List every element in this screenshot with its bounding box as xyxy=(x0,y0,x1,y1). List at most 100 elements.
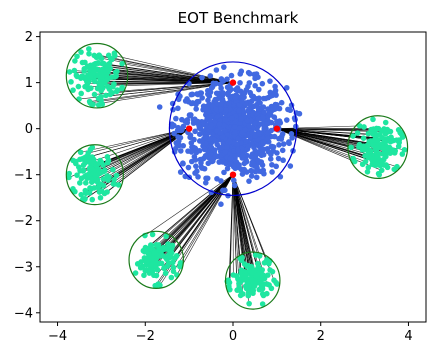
source-point xyxy=(193,106,199,112)
target-point xyxy=(266,260,272,267)
source-point xyxy=(257,100,263,106)
source-point xyxy=(280,157,286,164)
target-point xyxy=(361,124,367,130)
target-point xyxy=(91,68,97,74)
target-point xyxy=(365,148,372,155)
source-point xyxy=(193,163,199,169)
target-point xyxy=(78,49,84,55)
source-point xyxy=(248,173,255,179)
source-point xyxy=(218,178,224,184)
source-points xyxy=(156,64,303,207)
target-point xyxy=(100,69,107,76)
anchor-point-2 xyxy=(185,125,193,132)
source-point xyxy=(217,81,224,88)
target-point xyxy=(111,176,117,183)
target-point xyxy=(240,273,247,279)
source-point xyxy=(193,101,199,108)
target-point xyxy=(167,253,174,260)
source-point xyxy=(213,106,219,113)
target-point xyxy=(85,171,92,178)
target-point xyxy=(259,301,266,307)
anchor-point-1 xyxy=(229,79,237,86)
source-point xyxy=(244,118,251,124)
transport-line xyxy=(103,72,234,83)
transport-line xyxy=(103,63,234,83)
target-point xyxy=(119,60,125,67)
target-point xyxy=(106,174,112,180)
target-point xyxy=(104,154,111,160)
x-tick-label: −4 xyxy=(48,329,67,344)
source-point xyxy=(198,164,205,170)
target-point xyxy=(94,85,101,92)
target-point xyxy=(101,78,108,85)
target-point xyxy=(401,146,408,153)
source-point xyxy=(260,95,267,102)
target-point xyxy=(83,180,89,186)
target-point xyxy=(66,174,72,181)
y-tick-label: 0 xyxy=(25,122,33,137)
target-point xyxy=(112,52,118,59)
target-point xyxy=(391,166,398,173)
target-point xyxy=(99,60,106,67)
source-point xyxy=(231,148,237,154)
source-point xyxy=(268,143,275,150)
source-point xyxy=(171,122,177,129)
source-point xyxy=(186,80,192,87)
target-point xyxy=(395,143,402,150)
source-point xyxy=(236,125,243,131)
target-point xyxy=(110,166,116,173)
source-point xyxy=(224,84,231,91)
target-point xyxy=(70,87,76,93)
source-point xyxy=(235,147,241,154)
target-point xyxy=(237,255,244,262)
target-point xyxy=(356,123,363,129)
target-point xyxy=(115,182,122,188)
target-point xyxy=(84,63,91,70)
source-point xyxy=(173,140,180,146)
y-tick-label: −2 xyxy=(14,214,33,229)
source-point xyxy=(214,113,221,120)
transport-line xyxy=(232,174,238,291)
source-point xyxy=(220,187,226,194)
target-point xyxy=(397,129,403,136)
target-point xyxy=(380,145,386,151)
source-point xyxy=(187,132,194,139)
source-point xyxy=(230,163,237,170)
source-point xyxy=(278,136,285,142)
source-point xyxy=(240,152,246,158)
target-point xyxy=(100,176,107,182)
target-point xyxy=(383,153,389,160)
source-point xyxy=(217,106,224,113)
source-point xyxy=(252,82,258,89)
source-point xyxy=(277,120,284,126)
transport-line xyxy=(232,174,252,279)
source-point xyxy=(258,152,265,159)
source-point xyxy=(255,115,262,122)
target-point xyxy=(110,181,117,187)
target-point xyxy=(161,265,167,271)
transport-line xyxy=(232,174,240,284)
target-point xyxy=(91,91,98,98)
target-point xyxy=(132,270,139,276)
target-point xyxy=(236,280,242,287)
source-point xyxy=(202,105,209,112)
source-point xyxy=(213,67,220,73)
source-point xyxy=(235,87,241,94)
source-point xyxy=(248,154,255,160)
target-point xyxy=(252,252,259,258)
target-point xyxy=(79,59,86,66)
transport-line xyxy=(276,128,375,140)
anchor-point-4 xyxy=(229,171,237,178)
source-point xyxy=(173,115,179,122)
target-point xyxy=(348,144,354,151)
source-point xyxy=(241,160,248,167)
source-point xyxy=(231,177,237,184)
source-point xyxy=(212,147,218,153)
target-point xyxy=(98,188,105,194)
source-point xyxy=(286,140,292,147)
transport-line xyxy=(232,174,253,273)
target-point xyxy=(350,133,356,139)
target-point xyxy=(151,250,158,256)
target-point xyxy=(86,50,92,57)
